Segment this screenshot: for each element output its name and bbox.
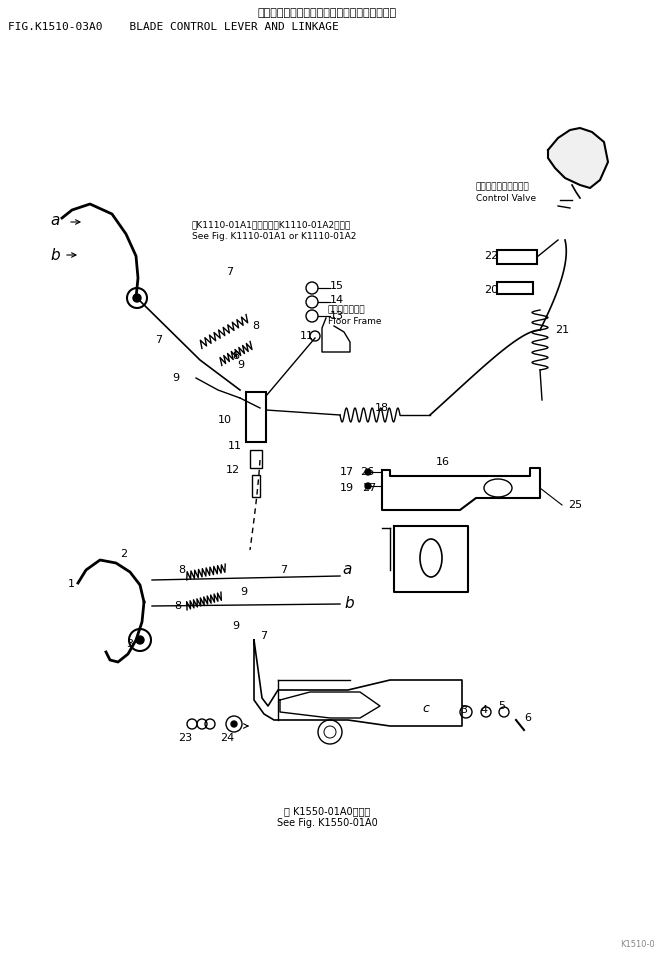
Text: Control Valve: Control Valve <box>476 194 536 203</box>
Text: b: b <box>50 248 60 263</box>
Text: K1510-03A0: K1510-03A0 <box>620 940 654 949</box>
Text: 5: 5 <box>498 701 505 711</box>
Text: 18: 18 <box>375 403 389 413</box>
Bar <box>252 475 260 497</box>
Text: 4: 4 <box>480 705 487 715</box>
Text: 21: 21 <box>555 325 569 335</box>
Text: a: a <box>50 212 60 228</box>
Text: See Fig. K1550-01A0: See Fig. K1550-01A0 <box>277 818 377 828</box>
Text: FIG.K1510-03A0    BLADE CONTROL LEVER AND LINKAGE: FIG.K1510-03A0 BLADE CONTROL LEVER AND L… <box>8 22 339 32</box>
Text: 24: 24 <box>220 733 234 743</box>
Text: 25: 25 <box>568 500 582 510</box>
Text: 第 K1550-01A0図参照: 第 K1550-01A0図参照 <box>284 806 370 816</box>
Text: 9: 9 <box>232 621 239 631</box>
Text: 11: 11 <box>228 441 242 451</box>
Text: 23: 23 <box>178 733 192 743</box>
Text: 12: 12 <box>226 465 240 475</box>
Text: 8: 8 <box>252 321 259 331</box>
Circle shape <box>133 294 141 302</box>
Text: 7: 7 <box>260 631 267 641</box>
Text: 1: 1 <box>68 579 75 589</box>
Text: フロアフレーム: フロアフレーム <box>328 305 366 314</box>
Text: 9: 9 <box>237 360 244 370</box>
Text: 10: 10 <box>218 415 232 425</box>
Text: 9: 9 <box>240 587 247 597</box>
Bar <box>497 282 533 294</box>
Circle shape <box>231 721 237 727</box>
Text: 7: 7 <box>155 335 162 345</box>
Text: 20: 20 <box>484 285 498 295</box>
Circle shape <box>365 469 371 475</box>
Text: 13: 13 <box>330 311 344 321</box>
Text: 3: 3 <box>460 705 467 715</box>
Text: 8: 8 <box>232 351 239 361</box>
Text: 22: 22 <box>484 251 498 261</box>
Text: 7: 7 <box>280 565 287 575</box>
Bar <box>246 392 266 442</box>
Text: See Fig. K1110-01A1 or K1110-01A2: See Fig. K1110-01A1 or K1110-01A2 <box>192 232 356 241</box>
Polygon shape <box>548 128 608 188</box>
Bar <box>250 450 262 468</box>
Text: 8: 8 <box>178 565 185 575</box>
Text: 19: 19 <box>340 483 354 493</box>
Text: c: c <box>422 702 429 714</box>
Text: 第K1110-01A1図または第K1110-01A2図参照: 第K1110-01A1図または第K1110-01A2図参照 <box>192 220 351 229</box>
Text: 7: 7 <box>226 267 233 277</box>
Text: 26: 26 <box>360 467 374 477</box>
Text: 27: 27 <box>362 483 376 493</box>
Text: Floor Frame: Floor Frame <box>328 317 381 326</box>
Text: a: a <box>342 562 351 577</box>
Text: 15: 15 <box>330 281 344 291</box>
Text: 16: 16 <box>436 457 450 467</box>
Text: 8: 8 <box>174 601 181 611</box>
Text: 2: 2 <box>120 549 127 559</box>
Circle shape <box>136 636 144 644</box>
Bar <box>497 250 537 264</box>
Text: 17: 17 <box>340 467 354 477</box>
Text: b: b <box>344 597 354 612</box>
Circle shape <box>365 483 371 489</box>
Text: 6: 6 <box>524 713 531 723</box>
Text: ブレード　コントロール　レバー　リンケージ: ブレード コントロール レバー リンケージ <box>258 8 396 18</box>
Text: 9: 9 <box>172 373 179 383</box>
Text: 11: 11 <box>300 331 314 341</box>
Text: 3: 3 <box>126 639 133 649</box>
Text: コントロールバルブ、: コントロールバルブ、 <box>476 182 530 191</box>
Text: 14: 14 <box>330 295 344 305</box>
